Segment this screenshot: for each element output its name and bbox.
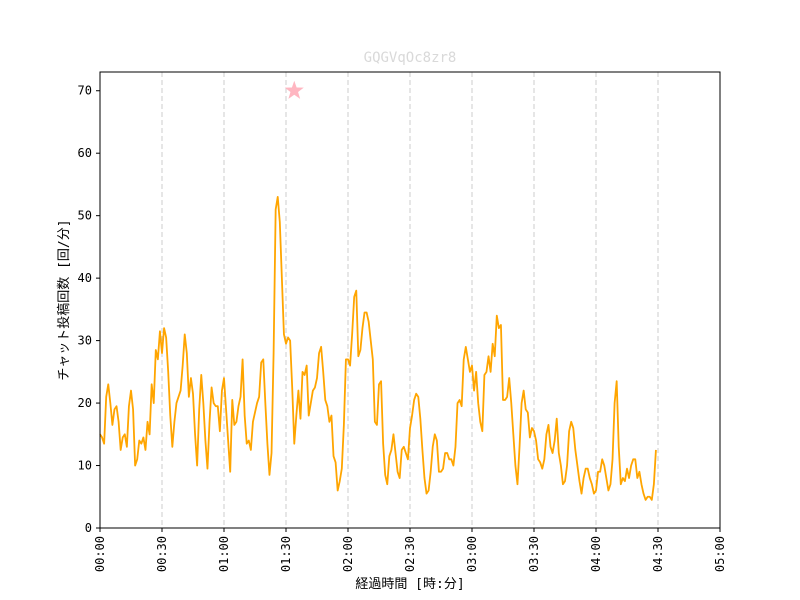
- x-tick-label: 01:00: [217, 536, 231, 572]
- star-marker: [284, 80, 304, 99]
- y-tick-label: 40: [78, 271, 92, 285]
- x-tick-label: 00:30: [155, 536, 169, 572]
- x-tick-label: 00:00: [93, 536, 107, 572]
- x-tick-label: 04:00: [589, 536, 603, 572]
- x-grid: [161, 72, 659, 528]
- y-tick-label: 70: [78, 84, 92, 98]
- x-tick-label: 04:30: [651, 536, 665, 572]
- marker-layer: [284, 80, 304, 99]
- x-tick-label: 03:30: [527, 536, 541, 572]
- y-tick-label: 30: [78, 334, 92, 348]
- x-tick-label: 01:30: [279, 536, 293, 572]
- chart-title: GQGVqOc8zr8: [364, 50, 457, 66]
- x-tick-label: 03:00: [465, 536, 479, 572]
- x-tick-label: 02:30: [403, 536, 417, 572]
- x-axis-label: 経過時間 [時:分]: [355, 577, 464, 592]
- y-tick-label: 10: [78, 459, 92, 473]
- x-tick-label: 02:00: [341, 536, 355, 572]
- series-line: [99, 196, 657, 501]
- x-tick-label: 05:00: [713, 536, 727, 572]
- y-axis-label: チャット投稿回数 [回/分]: [56, 219, 72, 380]
- y-tick-label: 60: [78, 146, 92, 160]
- y-tick-label: 0: [85, 521, 92, 535]
- y-tick-label: 50: [78, 209, 92, 223]
- y-tick-label: 20: [78, 396, 92, 410]
- x-axis: 00:00 00:30 01:00 01:30 02:00 02:30 03:00 03:30…: [93, 528, 727, 572]
- series-layer: [99, 196, 657, 501]
- y-axis: 0 10 20 30 40 50 60 70: [78, 84, 100, 535]
